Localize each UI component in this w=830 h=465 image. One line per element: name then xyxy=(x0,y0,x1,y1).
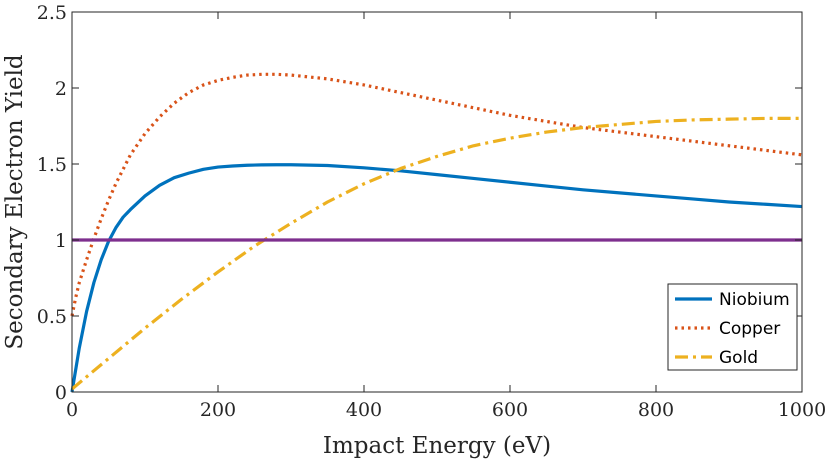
y-axis-title: Secondary Electron Yield xyxy=(2,54,28,350)
series-line-copper xyxy=(70,72,803,317)
x-tick-label: 800 xyxy=(638,399,674,421)
series-line-gold xyxy=(70,116,802,391)
y-tick-label: 0 xyxy=(55,382,67,404)
x-tick-label: 600 xyxy=(492,399,528,421)
legend-label-copper: Copper xyxy=(719,319,780,339)
x-tick-label: 200 xyxy=(200,399,236,421)
x-tick-label: 400 xyxy=(346,399,382,421)
y-tick-label: 2.5 xyxy=(37,2,67,24)
y-tick-label: 1.5 xyxy=(37,154,67,176)
x-tick-label: 0 xyxy=(66,399,78,421)
series-line-niobium xyxy=(70,163,803,393)
legend: Niobium Copper Gold xyxy=(667,283,798,371)
legend-label-niobium: Niobium xyxy=(719,290,790,310)
plot-frame xyxy=(71,11,803,393)
tick-layer: 0 200 400 600 800 1000 0 0.5 1 1.5 2 2.5 xyxy=(37,2,826,421)
x-tick-label: 1000 xyxy=(778,399,826,421)
y-tick-label: 2 xyxy=(55,78,67,100)
series-layer xyxy=(70,72,803,393)
legend-label-gold: Gold xyxy=(719,348,758,368)
y-tick-label: 1 xyxy=(55,230,67,252)
y-tick-label: 0.5 xyxy=(37,306,67,328)
x-axis-title: Impact Energy (eV) xyxy=(323,433,551,459)
